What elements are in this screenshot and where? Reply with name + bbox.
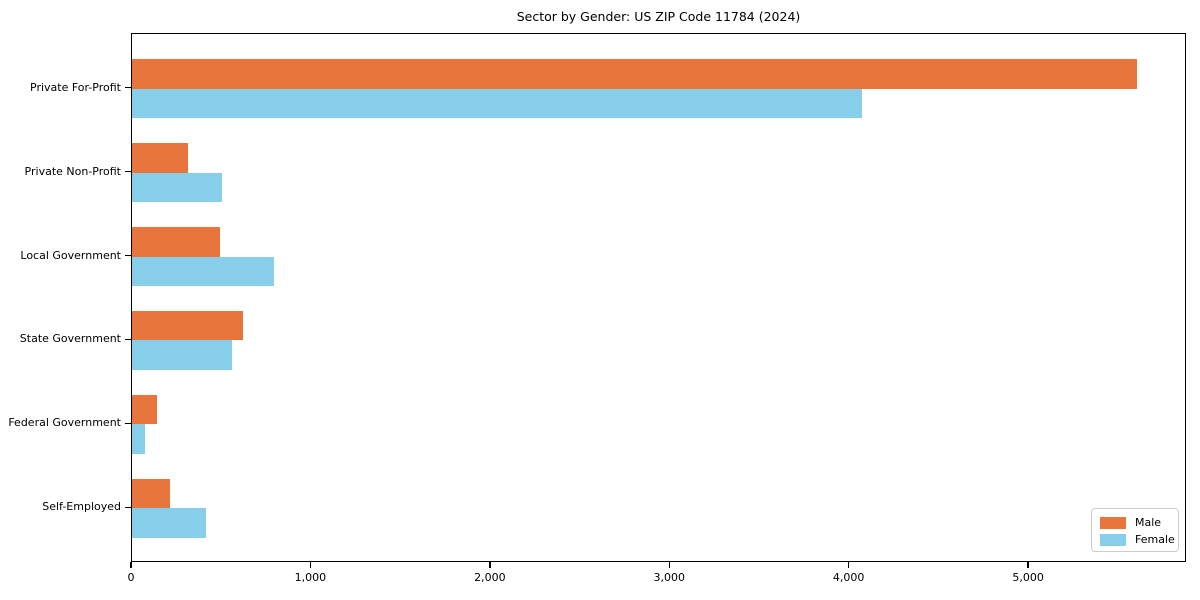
y-axis-label-1: Private Non-Profit — [24, 164, 121, 178]
legend-label-male: Male — [1135, 516, 1162, 529]
y-axis-label-4: Federal Government — [8, 416, 121, 430]
x-tick-mark — [489, 562, 491, 568]
legend-swatch-female — [1100, 533, 1126, 546]
x-axis-label-5: 5,000 — [1012, 571, 1044, 584]
x-tick-mark — [847, 562, 850, 568]
y-tick-mark — [125, 422, 131, 425]
y-axis-label-0: Private For-Profit — [30, 80, 121, 94]
y-tick-mark — [125, 254, 131, 257]
y-tick-mark — [125, 86, 131, 89]
legend-entry-female: Female — [1100, 532, 1175, 547]
legend-swatch-male — [1100, 516, 1126, 529]
x-tick-mark — [309, 562, 312, 568]
x-axis-label-3: 3,000 — [653, 571, 686, 584]
x-tick-mark — [130, 562, 132, 568]
bar-female-2 — [132, 256, 274, 286]
bar-male-5 — [132, 479, 170, 509]
chart-title: Sector by Gender: US ZIP Code 11784 (202… — [516, 9, 801, 24]
bar-female-1 — [132, 172, 222, 202]
legend-entry-male: Male — [1100, 515, 1170, 530]
legend-label-female: Female — [1135, 533, 1175, 546]
plot-area — [131, 33, 1186, 562]
bar-female-4 — [132, 424, 145, 454]
bar-female-5 — [132, 508, 206, 538]
y-axis-label-2: Local Government — [20, 248, 121, 262]
x-axis-label-1: 1,000 — [294, 571, 327, 584]
y-tick-mark — [125, 170, 131, 173]
x-axis-label-0: 0 — [127, 571, 135, 584]
bar-male-1 — [132, 143, 188, 173]
bar-male-0 — [132, 59, 1137, 89]
y-axis-label-3: State Government — [19, 332, 121, 346]
y-tick-mark — [125, 338, 131, 341]
x-axis-label-4: 4,000 — [832, 571, 865, 584]
bar-male-2 — [132, 227, 220, 257]
bar-male-4 — [132, 395, 158, 425]
bar-female-3 — [132, 340, 233, 370]
bar-male-3 — [132, 311, 244, 341]
y-tick-mark — [125, 506, 131, 509]
legend: Male Female — [1091, 508, 1179, 552]
x-axis-label-2: 2,000 — [474, 571, 506, 584]
x-tick-mark — [1027, 562, 1029, 568]
y-axis-label-5: Self-Employed — [42, 500, 121, 514]
bar-female-0 — [132, 88, 863, 118]
x-tick-mark — [668, 562, 670, 568]
